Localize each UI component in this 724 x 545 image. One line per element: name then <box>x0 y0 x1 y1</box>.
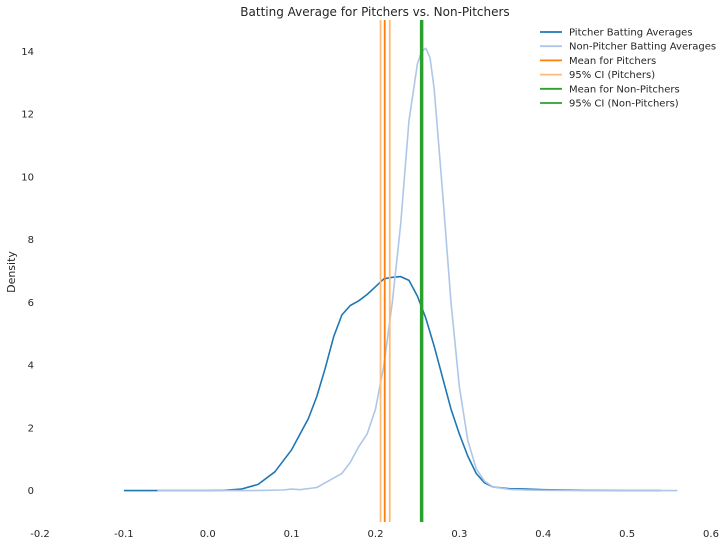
y-tick-label: 4 <box>28 361 34 372</box>
legend-entry: Mean for Pitchers <box>569 56 656 67</box>
legend-entry: 95% CI (Pitchers) <box>569 70 655 81</box>
x-tick-label: 0.4 <box>535 529 551 540</box>
legend-entry: Non-Pitcher Batting Averages <box>569 42 716 53</box>
y-axis-label: Density <box>5 251 18 293</box>
x-tick-label: 0.3 <box>451 529 467 540</box>
y-tick-labels: 0 2 4 6 8 10 12 14 <box>21 47 34 497</box>
legend-entry: 95% CI (Non-Pitchers) <box>569 99 679 110</box>
chart-title: Batting Average for Pitchers vs. Non-Pit… <box>240 5 509 19</box>
y-tick-label: 12 <box>21 110 34 121</box>
x-tick-labels: -0.2 -0.1 0.0 0.1 0.2 0.3 0.4 0.5 0.6 <box>30 529 719 540</box>
x-tick-label: -0.2 <box>30 529 50 540</box>
x-tick-label: -0.1 <box>114 529 134 540</box>
x-tick-label: 0.5 <box>619 529 635 540</box>
x-tick-label: 0.1 <box>284 529 300 540</box>
x-tick-label: 0.0 <box>200 529 216 540</box>
y-tick-label: 14 <box>21 47 34 58</box>
x-tick-label: 0.2 <box>368 529 384 540</box>
legend: Pitcher Batting Averages Non-Pitcher Batt… <box>540 28 716 110</box>
y-tick-label: 2 <box>28 423 34 434</box>
series-line-0 <box>123 275 661 492</box>
y-tick-label: 10 <box>21 172 34 183</box>
y-tick-label: 8 <box>28 235 34 246</box>
plot-area <box>123 20 678 522</box>
legend-entry: Pitcher Batting Averages <box>569 28 693 39</box>
y-tick-label: 6 <box>28 298 34 309</box>
series-line-1 <box>157 47 678 492</box>
x-tick-label: 0.6 <box>703 529 719 540</box>
y-tick-label: 0 <box>28 486 34 497</box>
legend-entry: Mean for Non-Pitchers <box>569 84 680 95</box>
